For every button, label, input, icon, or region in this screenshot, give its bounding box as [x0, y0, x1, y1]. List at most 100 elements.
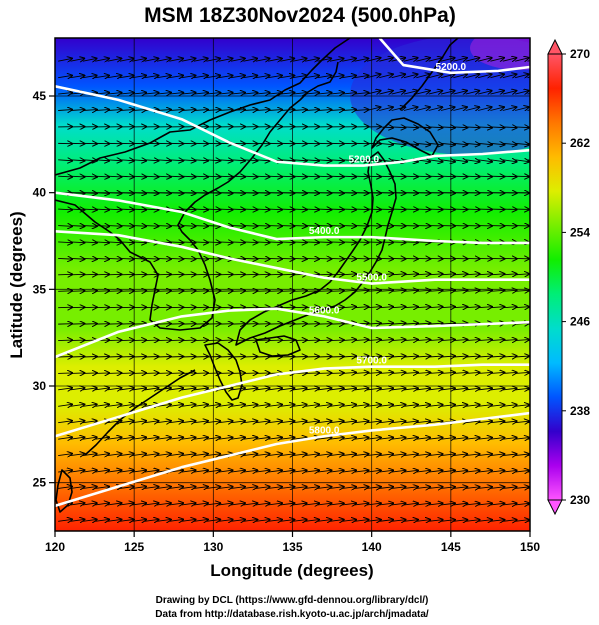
- wind-vector: [416, 290, 430, 291]
- wind-vector: [379, 340, 393, 341]
- wind-vector: [403, 143, 418, 144]
- wind-vector: [268, 487, 282, 489]
- wind-vector: [156, 58, 171, 61]
- x-tick-label: 150: [520, 540, 540, 554]
- wind-vector: [490, 307, 504, 308]
- wind-vector: [305, 487, 319, 489]
- wind-vector: [231, 520, 245, 522]
- wind-vector: [416, 107, 430, 110]
- wind-vector: [132, 75, 146, 77]
- wind-vector: [515, 58, 529, 61]
- wind-vector: [70, 437, 85, 439]
- wind-vector: [379, 388, 393, 390]
- wind-vector: [230, 75, 245, 77]
- wind-vector: [317, 110, 332, 111]
- wind-vector: [218, 404, 233, 406]
- wind-vector: [132, 226, 146, 227]
- wind-vector: [107, 242, 122, 243]
- wind-vector: [329, 258, 344, 259]
- wind-vector: [391, 470, 406, 472]
- wind-vector: [132, 110, 146, 111]
- wind-vector: [465, 388, 480, 390]
- wind-vector: [82, 75, 97, 77]
- wind-vector: [280, 110, 294, 111]
- wind-vector: [342, 437, 356, 439]
- wind-vector: [379, 307, 393, 308]
- colorbar-max-arrow: [547, 38, 563, 55]
- wind-vector: [403, 323, 418, 324]
- wind-vector: [193, 487, 208, 489]
- wind-vector: [416, 58, 430, 61]
- wind-vector: [440, 290, 455, 291]
- y-tick-label: 35: [33, 282, 47, 296]
- wind-vector: [440, 160, 455, 162]
- wind-vector: [317, 258, 332, 259]
- wind-vector: [465, 91, 480, 94]
- wind-vector: [292, 110, 307, 111]
- wind-vector: [206, 503, 220, 505]
- wind-vector: [490, 520, 504, 522]
- cold-trough-patch: [350, 38, 530, 155]
- wind-vector: [231, 503, 245, 505]
- wind-vector: [329, 193, 344, 194]
- colorbar-tick-label: 254: [570, 225, 590, 239]
- wind-vector: [502, 127, 517, 128]
- height-contour-line: [378, 38, 530, 75]
- wind-vector: [280, 242, 294, 243]
- wind-vector: [478, 388, 492, 390]
- x-tick-label: 145: [441, 540, 461, 554]
- wind-vector: [453, 58, 467, 61]
- wind-vector: [132, 176, 146, 177]
- wind-vector: [218, 75, 233, 77]
- wind-vector: [515, 160, 529, 162]
- wind-vector: [379, 127, 393, 128]
- wind-vector: [181, 503, 196, 505]
- wind-vector: [193, 437, 208, 439]
- wind-vector: [502, 107, 517, 110]
- wind-vector: [243, 176, 257, 177]
- wind-vector: [95, 404, 109, 406]
- wind-vector: [366, 107, 381, 110]
- wind-vector: [342, 290, 356, 291]
- wind-vector: [193, 58, 208, 61]
- wind-vector: [428, 143, 443, 144]
- wind-vector: [354, 421, 369, 423]
- wind-vector: [354, 307, 369, 308]
- wind-vector: [342, 274, 356, 275]
- wind-vector: [292, 75, 307, 77]
- wind-vector: [453, 470, 467, 472]
- x-tick-label: 135: [282, 540, 302, 554]
- wind-vector: [268, 242, 282, 243]
- y-tick-label: 25: [33, 476, 47, 490]
- wind-vector: [292, 242, 307, 243]
- wind-vector: [156, 193, 171, 194]
- wind-vector: [478, 520, 492, 522]
- wind-vector: [132, 93, 146, 95]
- wind-vector: [305, 176, 319, 177]
- wind-vector: [206, 160, 220, 161]
- wind-vector: [366, 160, 381, 161]
- wind-vector: [243, 258, 257, 259]
- wind-vector: [342, 209, 356, 210]
- height-contour-label: 5700.0: [356, 356, 387, 367]
- wind-vector: [268, 75, 282, 77]
- wind-vector: [354, 356, 369, 357]
- wind-vector: [206, 226, 220, 227]
- wind-vector: [403, 437, 418, 439]
- wind-vector: [82, 503, 97, 505]
- wind-vector: [119, 242, 134, 243]
- wind-vector: [478, 290, 492, 291]
- wind-vector: [478, 127, 492, 128]
- wind-vector: [342, 487, 356, 489]
- wind-vector: [453, 438, 467, 440]
- wind-vector: [292, 421, 307, 423]
- wind-vector: [132, 388, 146, 390]
- wind-vector: [156, 487, 171, 489]
- wind-vector: [156, 503, 171, 505]
- wind-vector: [477, 58, 492, 61]
- wind-vector: [379, 160, 393, 162]
- wind-vector: [379, 107, 393, 110]
- wind-vector: [342, 160, 356, 161]
- wind-vector: [95, 242, 109, 243]
- wind-vector: [342, 340, 356, 341]
